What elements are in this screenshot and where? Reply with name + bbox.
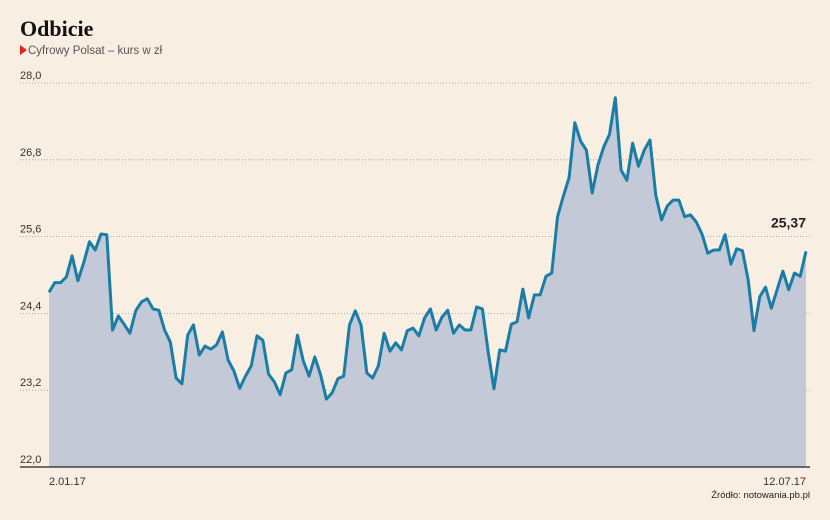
source: Źródło: notowania.pb.pl — [711, 490, 810, 501]
line — [47, 96, 808, 401]
chart-title: Odbicie — [20, 16, 94, 41]
area — [49, 97, 806, 467]
x-tick-label: 2.01.17 — [49, 476, 86, 488]
chart-subtitle: Cyfrowy Polsat – kurs w zł — [28, 45, 163, 57]
subtitle-marker — [20, 45, 27, 55]
y-tick-label: 24,4 — [20, 300, 41, 312]
y-tick-label: 28,0 — [20, 70, 41, 82]
value-label: 25,37 — [771, 214, 806, 230]
x-tick-label: 12.07.17 — [763, 476, 806, 488]
y-tick-label: 25,6 — [20, 224, 41, 236]
y-tick-label: 22,0 — [20, 454, 41, 466]
y-tick-label: 26,8 — [20, 147, 41, 159]
y-tick-label: 23,2 — [20, 377, 41, 389]
